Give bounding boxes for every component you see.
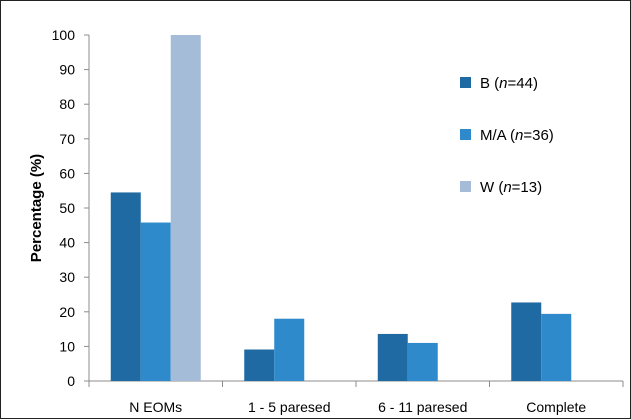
legend-swatch-1 — [460, 77, 471, 88]
legend-label-2: M/A (n=36) — [480, 127, 554, 144]
y-axis-title: Percentage (%) — [28, 154, 45, 262]
legend-swatch-2 — [460, 129, 471, 140]
x-tick-label: 6 - 11 paresed — [378, 399, 467, 415]
y-tick-label: 60 — [59, 165, 75, 181]
x-axis: N EOMs 1 - 5 paresed 6 - 11 paresed Complet… — [88, 380, 624, 415]
legend-label-3: W (n=13) — [480, 179, 542, 196]
x-tick-label: Complete — [526, 399, 586, 415]
bar-3-1 — [170, 35, 201, 381]
bar-2-1 — [140, 222, 171, 381]
bar-2-3 — [407, 342, 438, 381]
bar-2-2 — [274, 318, 305, 381]
x-tick-label: N EOMs — [129, 399, 182, 415]
y-tick-label: 100 — [52, 27, 76, 43]
legend-swatch-3 — [460, 181, 471, 192]
bar-2-4 — [541, 313, 572, 381]
y-tick-label: 10 — [59, 338, 75, 354]
y-tick-label: 20 — [59, 304, 75, 320]
bar-1-3 — [377, 333, 408, 381]
y-tick-label: 30 — [59, 269, 75, 285]
bar-1-4 — [511, 302, 542, 381]
y-tick-label: 80 — [59, 96, 75, 112]
legend-label-1: B (n=44) — [480, 75, 538, 92]
legend: B (n=44) M/A (n=36) W (n=13) — [460, 75, 554, 196]
y-tick-label: 90 — [59, 62, 75, 78]
y-tick-label: 50 — [59, 200, 75, 216]
y-tick-label: 70 — [59, 131, 75, 147]
bar-1-2 — [244, 349, 275, 381]
y-axis: 0 10 20 30 40 50 60 70 80 90 100 — [52, 27, 90, 389]
y-tick-label: 40 — [59, 235, 75, 251]
bars — [110, 35, 572, 381]
y-tick-label: 0 — [67, 373, 75, 389]
x-tick-label: 1 - 5 paresed — [248, 399, 331, 415]
bar-1-1 — [110, 192, 141, 381]
